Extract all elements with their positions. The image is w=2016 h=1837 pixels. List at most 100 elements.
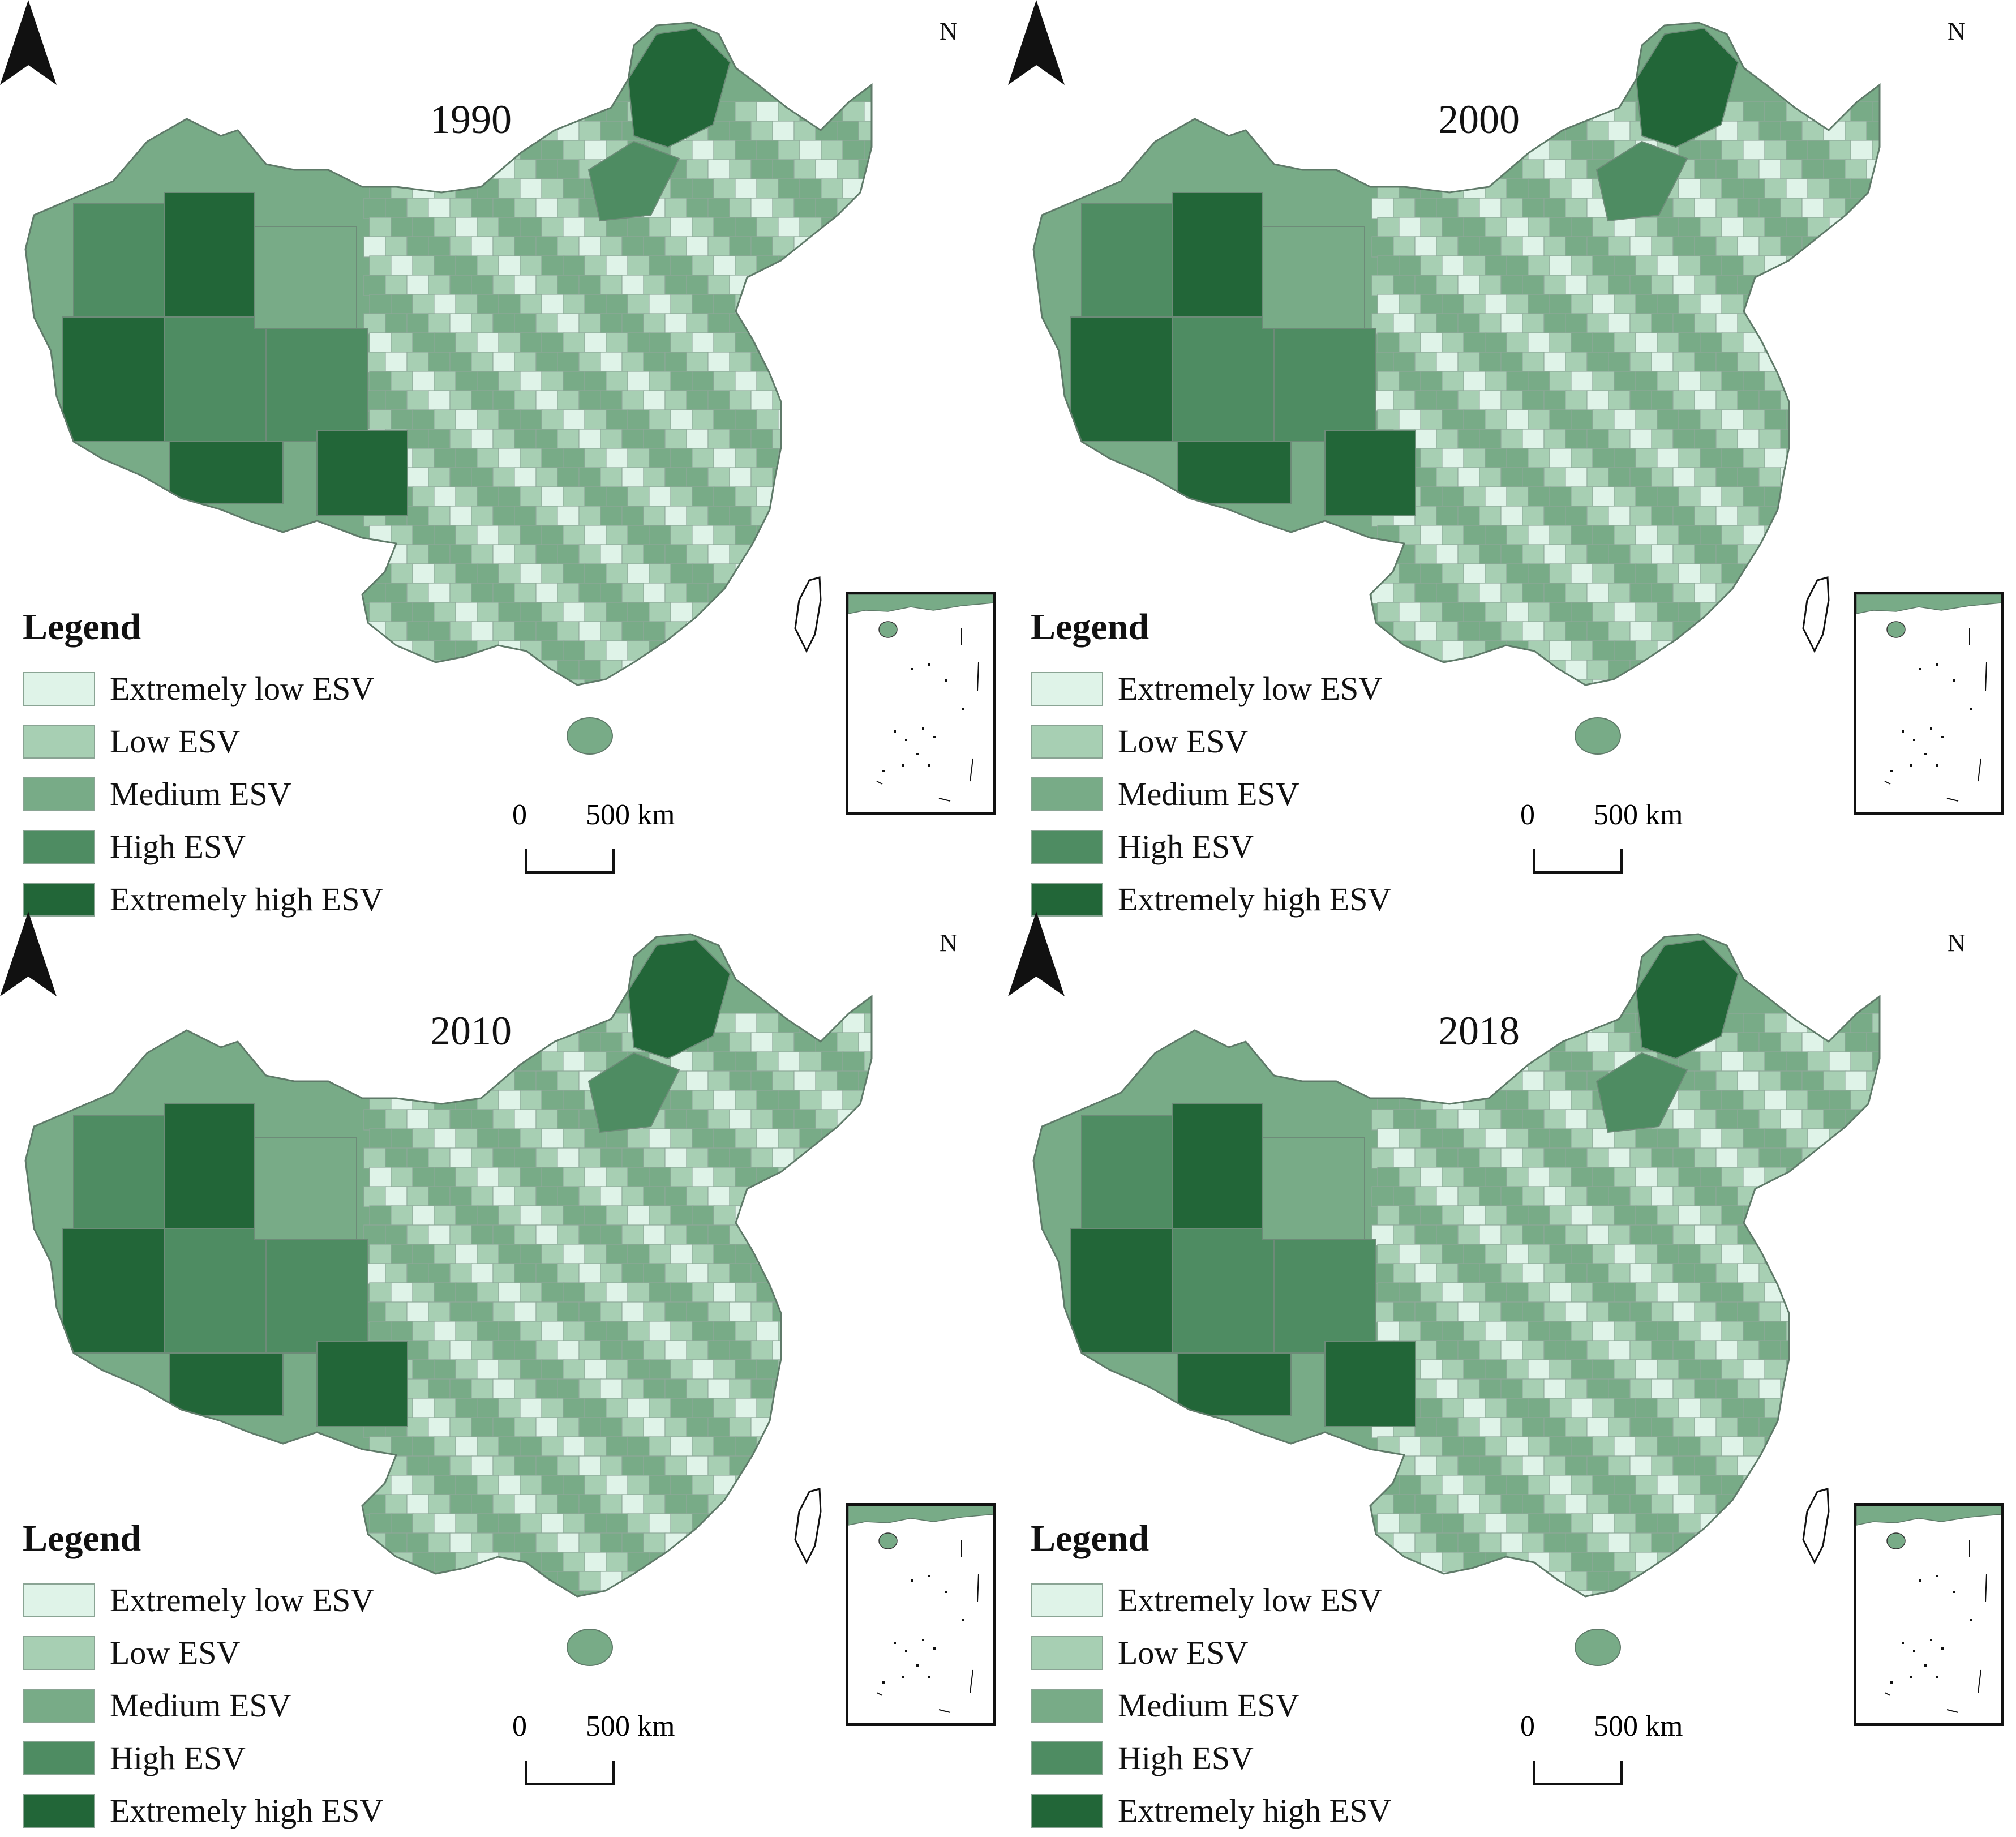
county-region [664, 467, 688, 489]
county-region [1614, 448, 1637, 469]
county-region [1786, 217, 1809, 238]
inset-island-dot [1910, 1676, 1912, 1678]
county-region [1565, 1571, 1589, 1592]
county-region [858, 236, 872, 258]
county-region [713, 1128, 737, 1150]
county-region [584, 294, 608, 315]
county-region [1743, 178, 1766, 200]
county-region [1786, 1590, 1809, 1596]
county-region [1700, 525, 1723, 546]
county-region [1436, 313, 1460, 335]
county-region [707, 621, 731, 643]
county-region [406, 1263, 430, 1284]
county-region [1420, 1321, 1444, 1342]
scale-bar-line [525, 1761, 615, 1785]
county-region [385, 1494, 409, 1515]
county-region [1614, 679, 1637, 685]
county-region [643, 467, 667, 489]
county-region [1543, 390, 1567, 412]
county-region [1565, 352, 1589, 373]
county-region [1506, 640, 1530, 662]
county-region [1786, 371, 1809, 392]
county-region [557, 621, 581, 643]
county-region [391, 1436, 414, 1458]
county-region [1500, 1263, 1524, 1284]
county-region [1506, 1205, 1530, 1227]
county-region [729, 621, 753, 643]
county-region [1614, 640, 1637, 662]
county-region [541, 255, 565, 277]
county-region [477, 371, 500, 392]
county-region [1651, 660, 1675, 681]
county-region [471, 506, 495, 527]
county-region [563, 486, 586, 508]
county-region [821, 255, 844, 277]
county-region [385, 313, 409, 335]
county-region [584, 1436, 608, 1458]
county-region [1823, 1571, 1847, 1592]
county-region [498, 1436, 522, 1458]
county-region [1414, 660, 1438, 681]
county-region [363, 1186, 387, 1207]
county-region [1377, 101, 1401, 123]
county-region [563, 1513, 586, 1535]
province-region [1262, 1137, 1365, 1240]
county-region [821, 679, 844, 685]
county-region [815, 660, 839, 681]
county-region [864, 1090, 872, 1111]
county-region [686, 583, 710, 604]
county-region [369, 294, 393, 315]
county-region [1463, 486, 1487, 508]
county-region [385, 390, 409, 412]
county-region [1758, 660, 1782, 681]
county-region [1543, 429, 1567, 450]
legend-item: Low ESV [1031, 1626, 1391, 1679]
county-region [1571, 1590, 1594, 1596]
county-region [449, 236, 473, 258]
county-region [1543, 159, 1567, 181]
county-region [1888, 160, 1911, 180]
county-region [756, 486, 780, 508]
county-region [557, 1571, 581, 1592]
county-region [627, 1205, 651, 1227]
county-region [707, 1186, 731, 1207]
county-region [1414, 506, 1438, 527]
county-region [1829, 1475, 1852, 1496]
county-region [514, 1147, 538, 1169]
county-region [1592, 294, 1616, 315]
county-region [557, 1455, 581, 1477]
county-region [1463, 602, 1487, 623]
county-region [1549, 1244, 1573, 1265]
county-region [858, 1070, 872, 1092]
county-region [1485, 1475, 1508, 1496]
county-region [1786, 101, 1809, 123]
county-region [600, 429, 624, 450]
county-region [471, 390, 495, 412]
scale-zero-label: 0 [512, 1710, 527, 1742]
county-region [498, 409, 522, 431]
county-region [1872, 1398, 1880, 1419]
county-region [1894, 564, 1916, 584]
county-region [799, 1051, 823, 1073]
county-region [837, 1417, 860, 1438]
county-region [1608, 583, 1632, 604]
county-region [1657, 1205, 1680, 1227]
county-region [557, 660, 581, 681]
legend-swatch [1031, 724, 1103, 759]
county-region [385, 1147, 409, 1169]
county-region [1700, 332, 1723, 354]
county-region [1764, 1205, 1788, 1227]
legend: Legend Extremely low ESV Low ESV Medium … [23, 606, 383, 926]
county-region [1420, 255, 1444, 277]
county-region [1888, 1187, 1911, 1207]
legend-label: High ESV [1118, 1740, 1254, 1776]
county-region [363, 1032, 387, 1054]
legend-swatch [23, 1583, 95, 1617]
county-region [837, 429, 860, 450]
county-region [837, 1263, 860, 1284]
county-region [793, 159, 817, 181]
county-region [391, 1321, 414, 1342]
county-region [1807, 1051, 1831, 1073]
county-region [837, 159, 860, 181]
county-region [1414, 621, 1438, 643]
